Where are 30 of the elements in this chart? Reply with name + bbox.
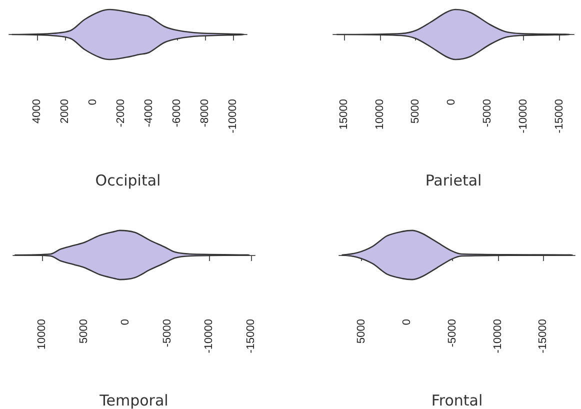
x-tick-label: -5000 [161, 319, 174, 348]
x-tick-label: 10000 [374, 99, 386, 130]
x-tick-label: -10000 [492, 319, 504, 354]
x-tick-label: 0 [401, 319, 414, 326]
x-tick-label: -5000 [446, 319, 458, 348]
x-tick-label: 5000 [356, 319, 368, 344]
x-tick-label: 0 [87, 99, 99, 106]
x-tick-label: 0 [446, 99, 458, 106]
x-axis-title: Parietal [425, 172, 482, 190]
x-tick-label: -8000 [199, 99, 211, 128]
x-tick-label: 15000 [338, 99, 350, 130]
x-tick-label: 10000 [36, 319, 48, 350]
x-tick-label: -5000 [482, 99, 494, 128]
x-tick-label: -10000 [227, 99, 239, 134]
x-tick-label: -15000 [537, 319, 550, 354]
x-tick-label: 5000 [78, 319, 90, 344]
x-tick-label: -15000 [554, 99, 566, 134]
x-tick-label: 4000 [31, 99, 43, 124]
x-tick-label: -2000 [115, 99, 127, 128]
x-tick-label: -15000 [244, 319, 257, 354]
x-tick-label: -10000 [518, 99, 530, 134]
x-axis-title: Temporal [98, 392, 168, 409]
x-axis-title: Frontal [431, 392, 483, 409]
x-tick-label: -10000 [203, 319, 216, 354]
x-tick-label: 2000 [59, 99, 71, 124]
x-tick-label: -6000 [171, 99, 183, 128]
x-axis-title: Occipital [95, 172, 161, 190]
x-tick-label: -4000 [143, 99, 155, 128]
x-tick-label: 0 [120, 319, 132, 326]
x-tick-label: 5000 [410, 99, 422, 124]
